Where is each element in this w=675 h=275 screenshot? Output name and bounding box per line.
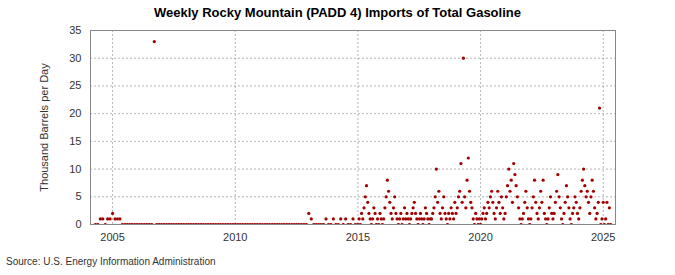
svg-text:25: 25 (69, 79, 81, 91)
svg-text:15: 15 (69, 135, 81, 147)
svg-text:2025: 2025 (591, 231, 615, 243)
svg-text:35: 35 (69, 24, 81, 36)
svg-text:20: 20 (69, 107, 81, 119)
svg-text:0: 0 (75, 218, 81, 230)
html-text:Source: U.S. Energy Informatio: Source: U.S. Energy Information Administ… (6, 256, 216, 267)
svg-text:5: 5 (75, 190, 81, 202)
svg-text:2015: 2015 (346, 231, 370, 243)
svg-text:2010: 2010 (223, 231, 247, 243)
svg-text:Thousand Barrels per Day: Thousand Barrels per Day (38, 63, 50, 192)
html-text:Weekly Rocky Mountain (PADD 4): Weekly Rocky Mountain (PADD 4) Imports o… (154, 5, 521, 20)
svg-text:30: 30 (69, 52, 81, 64)
svg-text:2020: 2020 (468, 231, 492, 243)
svg-text:2005: 2005 (100, 231, 124, 243)
svg-text:10: 10 (69, 163, 81, 175)
